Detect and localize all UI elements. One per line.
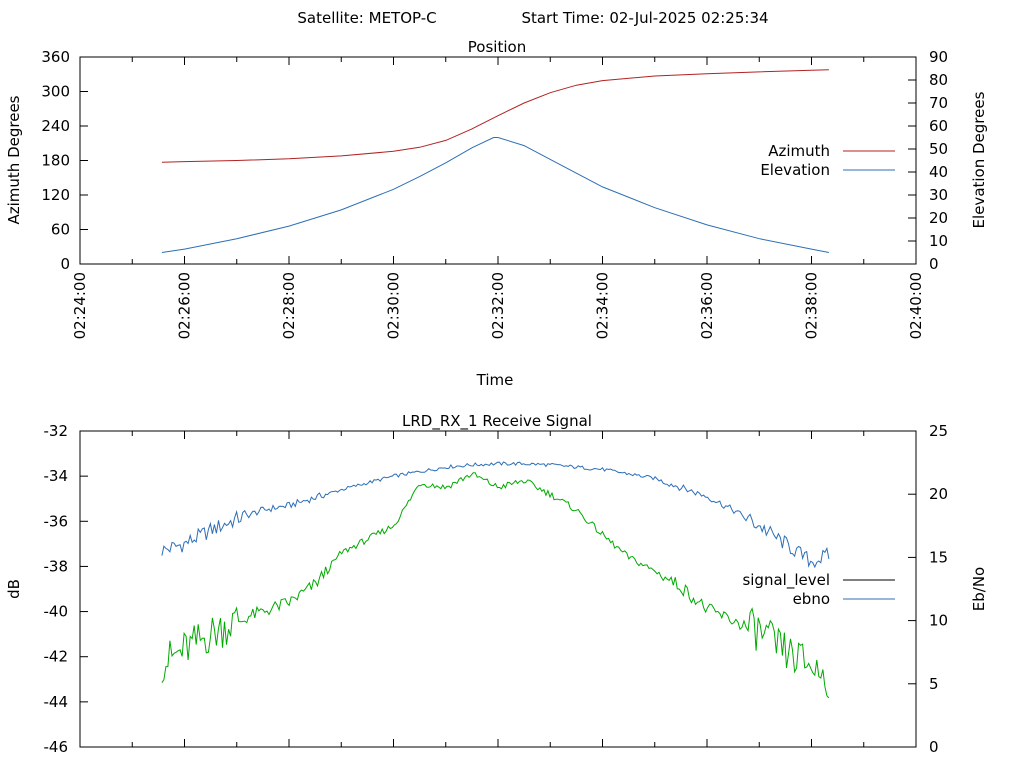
signal-ytick-label: -42 xyxy=(44,648,69,666)
position-y2tick-label: 30 xyxy=(929,186,948,204)
signal-y2tick-label: 15 xyxy=(929,548,948,566)
legend-ebno-label: ebno xyxy=(793,590,830,608)
position-xtick-label: 02:32:00 xyxy=(489,272,507,339)
position-ytick-label: 240 xyxy=(41,117,70,135)
position-y2tick-label: 0 xyxy=(929,255,939,273)
legend-elevation-label: Elevation xyxy=(760,161,830,179)
position-xtick-label: 02:30:00 xyxy=(385,272,403,339)
position-chart: Position 0 60 120 180 240 300 360 0 10 20 30 40 50 60… xyxy=(5,38,988,389)
position-ytick-label: 60 xyxy=(51,221,70,239)
position-y2tick-label: 40 xyxy=(929,163,948,181)
start-time-label: Start Time: 02-Jul-2025 02:25:34 xyxy=(521,9,768,27)
position-ytick-label: 180 xyxy=(41,152,70,170)
signal-ytick-label: -40 xyxy=(44,603,69,621)
position-xtick-label: 02:36:00 xyxy=(698,272,716,339)
signal-ytick-label: -34 xyxy=(44,467,69,485)
position-y2tick-label: 80 xyxy=(929,71,948,89)
position-y2tick-label: 70 xyxy=(929,94,948,112)
signal-y2tick-label: 20 xyxy=(929,485,948,503)
position-ytick-label: 360 xyxy=(41,48,70,66)
position-y2tick-label: 20 xyxy=(929,209,948,227)
position-xtick-label: 02:28:00 xyxy=(280,272,298,339)
legend-signal-level-label: signal_level xyxy=(742,571,830,590)
legend-azimuth-label: Azimuth xyxy=(768,142,830,160)
position-series-elevation xyxy=(161,137,829,253)
signal-ytick-label: -46 xyxy=(44,738,69,756)
position-xlabel: Time xyxy=(476,371,514,389)
position-xtick-label: 02:34:00 xyxy=(594,272,612,339)
signal-ytick-label: -32 xyxy=(44,422,69,440)
position-ytick-label: 120 xyxy=(41,186,70,204)
position-xtick-label: 02:24:00 xyxy=(71,272,89,339)
position-y2tick-label: 90 xyxy=(929,48,948,66)
signal-chart: LRD_RX_1 Receive Signal -32 -34 -36 -38 -40 -… xyxy=(5,412,988,756)
position-xtick-label: 02:38:00 xyxy=(803,272,821,339)
position-series-azimuth xyxy=(161,69,829,163)
signal-series-signal-level-trace xyxy=(161,472,830,699)
position-ylabel: Azimuth Degrees xyxy=(5,95,23,224)
signal-ylabel: dB xyxy=(5,579,23,599)
signal-ytick-label: -38 xyxy=(44,557,69,575)
signal-ytick-label: -36 xyxy=(44,512,69,530)
position-ytick-label: 0 xyxy=(60,255,70,273)
position-legend: Azimuth Elevation xyxy=(760,142,895,179)
signal-y2tick-label: 25 xyxy=(929,422,948,440)
signal-y2label: Eb/No xyxy=(970,567,988,611)
position-title: Position xyxy=(468,38,526,56)
position-y2tick-label: 60 xyxy=(929,117,948,135)
position-y2label: Elevation Degrees xyxy=(970,91,988,228)
signal-series-ebno xyxy=(161,461,830,569)
signal-title: LRD_RX_1 Receive Signal xyxy=(402,412,592,431)
position-xtick-label: 02:26:00 xyxy=(176,272,194,339)
signal-ytick-label: -44 xyxy=(44,693,69,711)
position-ytick-label: 300 xyxy=(41,83,70,101)
position-y2tick-label: 50 xyxy=(929,140,948,158)
signal-plot-frame xyxy=(79,430,917,748)
signal-y2tick-label: 10 xyxy=(929,612,948,630)
satellite-label: Satellite: METOP-C xyxy=(297,9,436,27)
position-xtick-label: 02:40:00 xyxy=(907,272,925,339)
signal-y2tick-label: 5 xyxy=(929,675,939,693)
position-y2tick-label: 10 xyxy=(929,232,948,250)
signal-y2tick-label: 0 xyxy=(929,738,939,756)
signal-legend: signal_level ebno xyxy=(742,571,895,608)
